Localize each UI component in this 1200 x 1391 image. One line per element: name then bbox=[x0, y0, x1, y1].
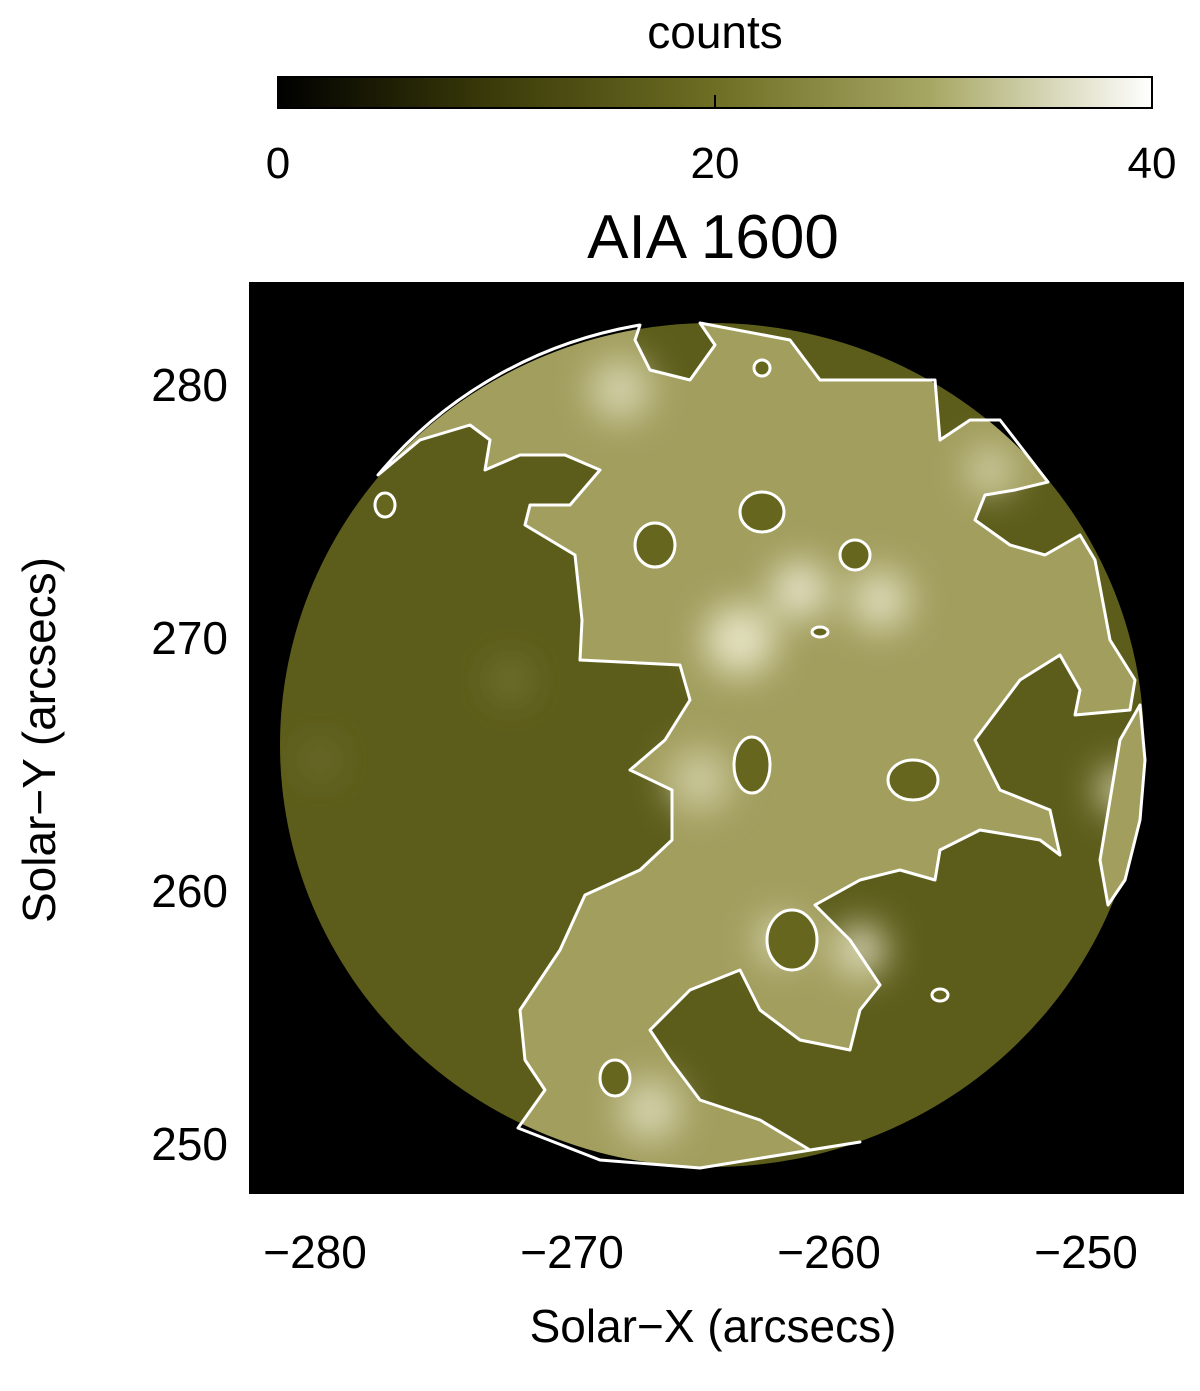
x-tick-label: −280 bbox=[263, 1226, 367, 1278]
y-tick-label: 260 bbox=[151, 865, 228, 917]
contour-island bbox=[738, 490, 786, 534]
y-tick-label: 270 bbox=[151, 612, 228, 664]
plot-frame bbox=[249, 282, 1184, 1194]
chart-title: AIA 1600 bbox=[587, 203, 839, 272]
contour-island bbox=[930, 987, 950, 1003]
contour-island bbox=[373, 491, 397, 519]
contour bbox=[1098, 703, 1147, 907]
y-axis-label: Solar−Y (arcsecs) bbox=[13, 557, 65, 923]
contour bbox=[376, 321, 1137, 1170]
colorbar-tick-label: 20 bbox=[691, 139, 740, 188]
x-tick-label: −260 bbox=[777, 1226, 881, 1278]
x-tick-label: −270 bbox=[520, 1226, 624, 1278]
contour-island bbox=[765, 908, 819, 972]
colorbar-tick-label: 40 bbox=[1128, 139, 1177, 188]
x-axis-label: Solar−X (arcsecs) bbox=[530, 1300, 897, 1352]
y-tick-label: 280 bbox=[151, 359, 228, 411]
contours bbox=[373, 321, 1147, 1170]
axes: −280 −270 −260 −250 250 260 270 280 bbox=[151, 283, 1183, 1278]
colorbar-label: counts bbox=[647, 6, 783, 58]
x-tick-label: −250 bbox=[1034, 1226, 1138, 1278]
contour-island bbox=[732, 735, 772, 795]
y-tick-label: 250 bbox=[151, 1118, 228, 1170]
contour-island bbox=[633, 521, 677, 569]
contour-island bbox=[838, 538, 872, 572]
colorbar-tick-label: 0 bbox=[266, 139, 290, 188]
contour-island bbox=[810, 625, 830, 639]
contour-island bbox=[598, 1058, 632, 1098]
contour-island bbox=[752, 358, 772, 378]
contour-island bbox=[886, 758, 940, 802]
